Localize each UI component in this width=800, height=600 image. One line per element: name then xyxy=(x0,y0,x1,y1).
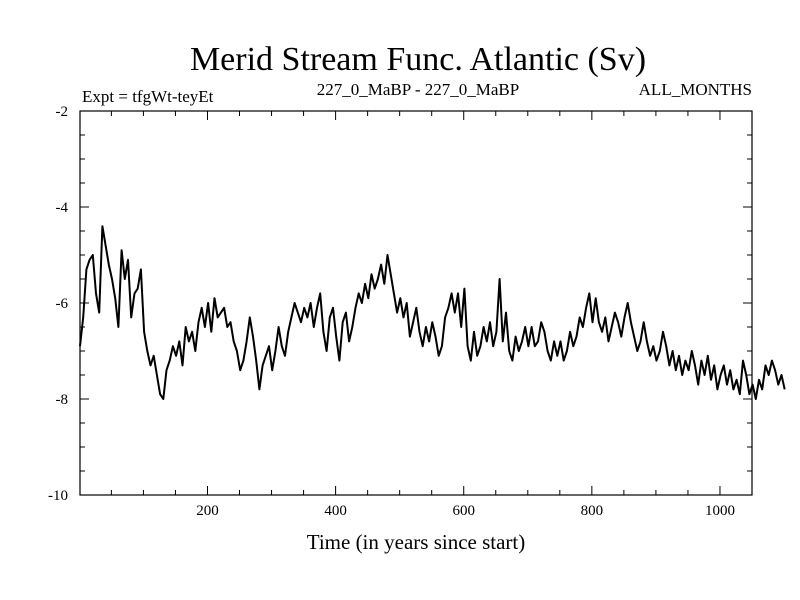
x-tick-label: 600 xyxy=(452,503,475,519)
y-tick-label: -4 xyxy=(56,200,69,216)
axis-ticks xyxy=(80,110,753,496)
x-tick-label: 1000 xyxy=(705,503,735,519)
series-line xyxy=(79,225,786,400)
y-tick-label: -6 xyxy=(56,296,69,312)
y-tick-label: -2 xyxy=(56,104,69,120)
x-tick-label: 400 xyxy=(324,503,347,519)
plot-frame xyxy=(79,110,753,496)
period-label: 227_0_MaBP - 227_0_MaBP xyxy=(317,80,519,99)
chart-title: Merid Stream Func. Atlantic (Sv) xyxy=(190,41,646,78)
axis-tick-labels: 200 400 600 800 1000 -2 -4 -6 -8 -10 xyxy=(48,104,735,519)
x-axis-label: Time (in years since start) xyxy=(307,530,526,554)
x-tick-label: 800 xyxy=(581,503,604,519)
y-tick-label: -8 xyxy=(56,392,69,408)
x-tick-label: 200 xyxy=(196,503,219,519)
months-label: ALL_MONTHS xyxy=(639,80,752,99)
experiment-label: Expt = tfgWt-teyEt xyxy=(82,87,214,106)
y-tick-label: -10 xyxy=(48,488,68,504)
